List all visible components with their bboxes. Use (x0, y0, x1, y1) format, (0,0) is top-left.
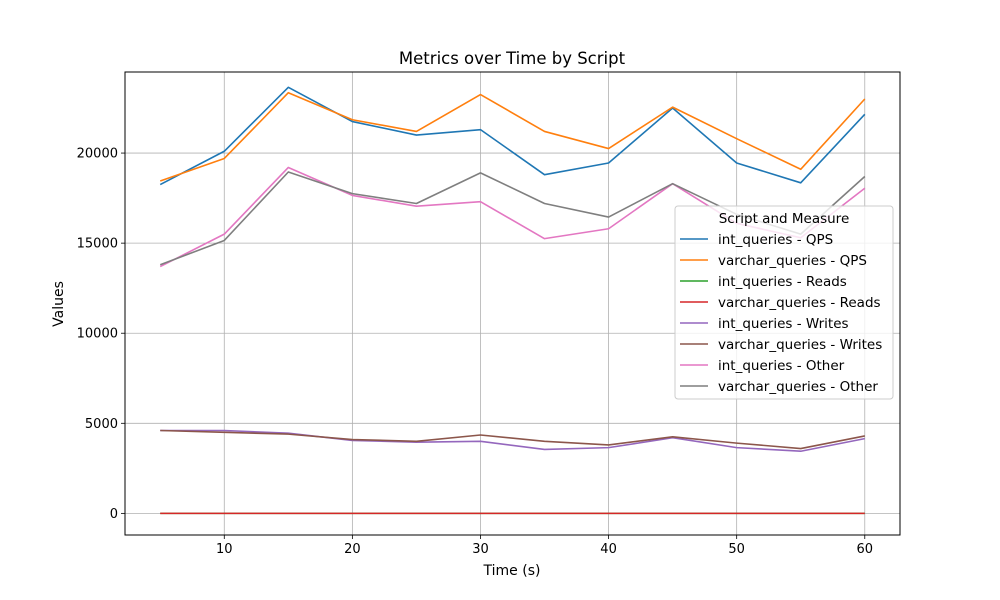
x-tick-label: 30 (472, 542, 489, 557)
x-tick-label: 40 (600, 542, 617, 557)
series-line-varchar-queries-qps (159, 91, 866, 182)
legend-label: varchar_queries - Writes (718, 337, 882, 353)
y-tick-label: 15000 (77, 237, 118, 252)
legend-label: varchar_queries - Reads (718, 295, 881, 311)
legend: Script and Measure int_queries - QPS varc… (674, 205, 894, 400)
x-tick-label: 10 (216, 542, 233, 557)
x-tick-label: 50 (728, 542, 745, 557)
series-line-varchar-queries-writes (160, 429, 865, 450)
series-line-int-queries-writes (160, 429, 865, 453)
y-tick-label: 0 (110, 507, 118, 522)
legend-label: int_queries - Reads (718, 274, 847, 290)
x-tick-label: 60 (856, 542, 873, 557)
y-axis-title: Values (51, 281, 67, 327)
chart-title: Metrics over Time by Script (399, 49, 626, 68)
legend-box (674, 205, 894, 400)
axis-ticks: 10 20 30 40 50 60 0 5000 10000 15000 20000 (77, 147, 873, 557)
legend-label: int_queries - Other (718, 358, 845, 374)
legend-title: Script and Measure (719, 211, 850, 227)
series-line-int-queries-qps (159, 86, 866, 186)
legend-label: varchar_queries - Other (718, 379, 878, 395)
legend-label: int_queries - Writes (718, 316, 849, 332)
y-tick-label: 5000 (85, 417, 118, 432)
y-tick-label: 10000 (77, 327, 118, 342)
plot-area-frame (124, 71, 901, 536)
legend-items: int_queries - QPS varchar_queries - QPS in… (680, 232, 882, 395)
x-tick-label: 20 (344, 542, 361, 557)
legend-label: varchar_queries - QPS (718, 253, 867, 269)
legend-label: int_queries - QPS (718, 232, 833, 248)
y-tick-label: 20000 (77, 147, 118, 162)
x-axis-title: Time (s) (483, 563, 541, 579)
